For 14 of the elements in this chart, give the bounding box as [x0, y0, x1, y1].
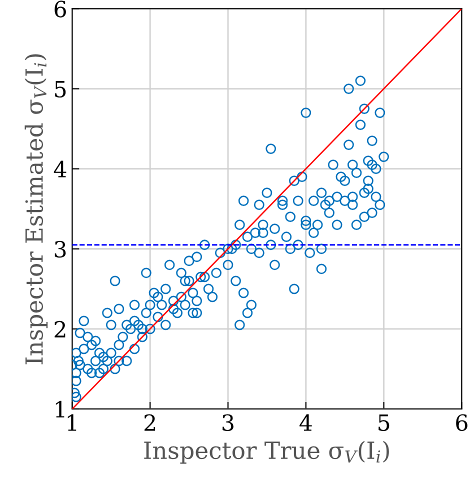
x-tick-label: 6: [456, 414, 468, 432]
y-tick-label: 2: [54, 320, 66, 338]
y-tick-label: 1: [56, 400, 64, 418]
y-axis-title: Inspector Estimated σ$_{V}$(I$_{i}$): [24, 54, 48, 364]
y-tick-label: 3: [54, 240, 66, 258]
x-tick-label: 5: [378, 414, 390, 432]
y-tick-label: 4: [54, 160, 66, 178]
y-tick-label: 5: [55, 81, 66, 98]
x-tick-label: 2: [144, 414, 155, 431]
y-tick-label: 6: [54, 0, 66, 18]
x-axis-title: Inspector True σ$_{V}$(I$_{i}$): [144, 440, 389, 464]
x-tick-label: 1: [68, 414, 76, 431]
x-tick-label: 4: [300, 414, 312, 431]
x-tick-label: 3: [222, 414, 234, 432]
